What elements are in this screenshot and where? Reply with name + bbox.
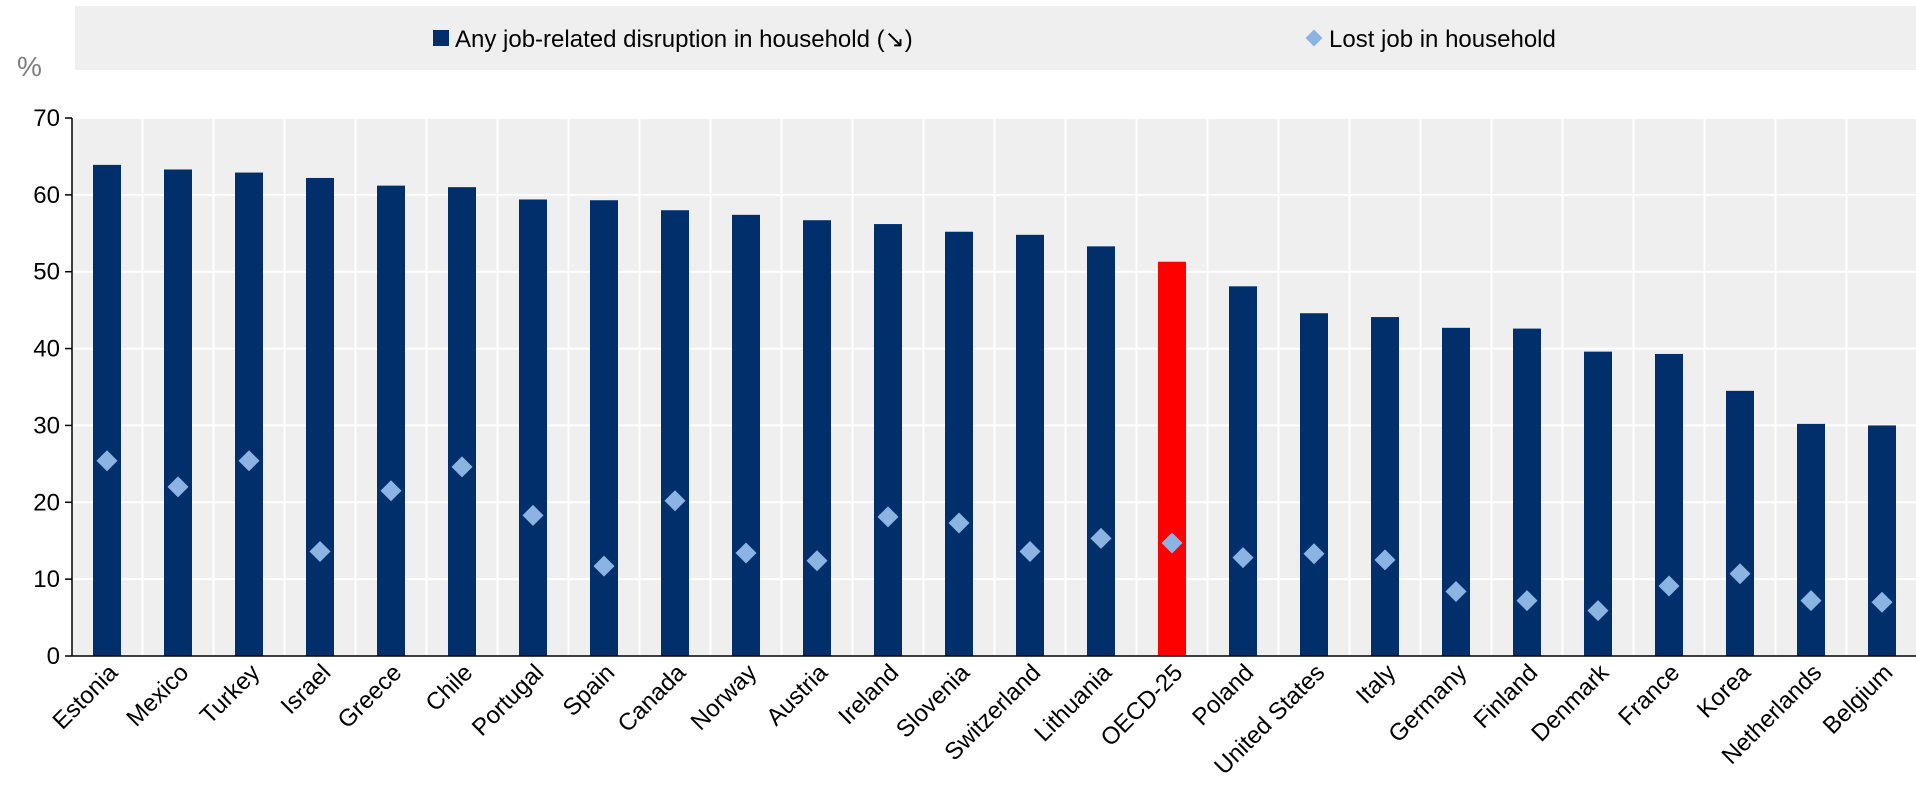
bar-oecd-25 [1158, 261, 1186, 656]
bar-poland [1229, 286, 1257, 656]
marker-korea [1729, 563, 1751, 585]
y-tick-label: 30 [33, 412, 60, 439]
marker-belgium [1871, 591, 1893, 613]
bar-spain [590, 200, 618, 657]
marker-poland [1232, 547, 1254, 569]
legend-label-bars: Any job-related disruption in household … [455, 26, 913, 53]
marker-ireland [877, 506, 899, 528]
bar-united-states [1300, 313, 1328, 656]
bar-slovenia [945, 231, 973, 656]
x-tick-label: Israel [276, 659, 337, 720]
y-axis-unit-label: % [17, 51, 42, 82]
x-tick-label: Canada [613, 659, 692, 738]
marker-finland [1516, 590, 1538, 612]
marker-germany [1445, 580, 1467, 602]
y-tick-label: 10 [33, 566, 60, 593]
markers [96, 450, 1893, 622]
bar-turkey [235, 172, 263, 656]
y-tick-label: 40 [33, 336, 60, 363]
marker-canada [664, 490, 686, 512]
marker-france [1658, 575, 1680, 597]
legend-label-diamonds: Lost job in household [1329, 26, 1556, 53]
bar-netherlands [1797, 423, 1825, 656]
bar-belgium [1868, 425, 1896, 656]
marker-italy [1374, 549, 1396, 571]
marker-norway [735, 542, 757, 564]
legend-swatch-bars [433, 30, 449, 46]
bar-estonia [93, 164, 121, 656]
y-tick-label: 0 [47, 643, 60, 670]
bar-korea [1726, 390, 1754, 656]
marker-greece [380, 480, 402, 502]
x-tick-label: Germany [1383, 659, 1472, 748]
bar-greece [377, 185, 405, 657]
bar-canada [661, 210, 689, 656]
x-tick-label: Poland [1187, 659, 1259, 731]
bar-ireland [874, 224, 902, 656]
bar-germany [1442, 327, 1470, 656]
x-tick-label: Chile [420, 659, 478, 717]
y-tick-label: 20 [33, 489, 60, 516]
y-tick-label: 70 [33, 105, 60, 132]
x-tick-label: Denmark [1526, 658, 1615, 747]
marker-lithuania [1090, 527, 1112, 549]
marker-austria [806, 550, 828, 572]
bar-chile [448, 187, 476, 656]
marker-slovenia [948, 512, 970, 534]
marker-netherlands [1800, 590, 1822, 612]
marker-mexico [167, 476, 189, 498]
x-tick-label: Norway [686, 659, 763, 736]
marker-denmark [1587, 600, 1609, 622]
y-axis-ticks: 0 10 20 30 40 50 60 70 [33, 105, 72, 670]
x-tick-label: Turkey [195, 659, 265, 729]
bar-austria [803, 220, 831, 656]
x-tick-label: Austria [761, 659, 833, 731]
legend-background [75, 6, 1916, 70]
y-tick-label: 60 [33, 182, 60, 209]
x-tick-label: Italy [1351, 659, 1401, 709]
x-tick-label: Spain [558, 659, 621, 722]
x-tick-label: Mexico [121, 659, 194, 732]
marker-estonia [96, 450, 118, 472]
marker-oecd-25 [1161, 532, 1183, 554]
marker-spain [593, 555, 615, 577]
bars [93, 164, 1896, 657]
marker-united-states [1303, 543, 1325, 565]
marker-israel [309, 540, 331, 562]
marker-turkey [238, 450, 260, 472]
x-tick-label: Estonia [48, 659, 124, 735]
x-tick-label: Belgium [1818, 659, 1898, 739]
bar-norway [732, 214, 760, 656]
x-tick-label: Greece [332, 659, 407, 734]
bar-switzerland [1016, 234, 1044, 656]
bar-portugal [519, 199, 547, 656]
marker-portugal [522, 504, 544, 526]
bar-mexico [164, 169, 192, 656]
y-tick-label: 50 [33, 259, 60, 286]
marker-switzerland [1019, 540, 1041, 562]
x-tick-label: Ireland [833, 659, 904, 730]
bar-italy [1371, 317, 1399, 656]
bar-lithuania [1087, 246, 1115, 656]
x-tick-label: Portugal [467, 659, 549, 741]
bar-france [1655, 353, 1683, 656]
marker-chile [451, 456, 473, 478]
x-tick-label: France [1613, 659, 1685, 731]
bar-israel [306, 177, 334, 656]
x-tick-label: Korea [1692, 659, 1757, 724]
